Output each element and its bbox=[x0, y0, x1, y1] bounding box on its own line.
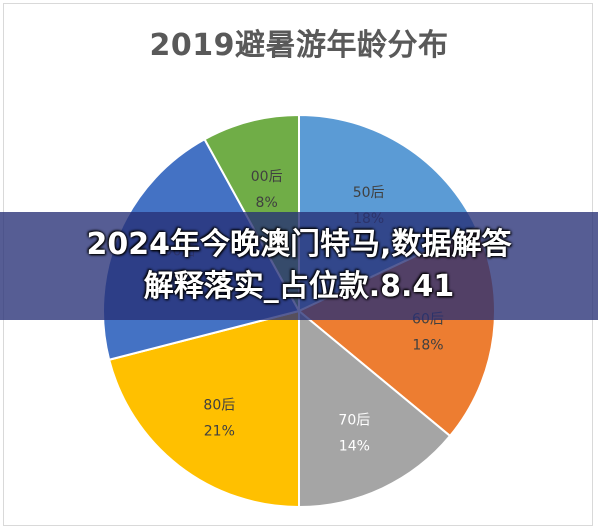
pie-slice-3 bbox=[298, 308, 452, 509]
banner-line-1: 2024年今晚澳门特马,数据解答 bbox=[86, 227, 512, 262]
slice-value-label: 8% bbox=[256, 195, 278, 211]
slice-value-label: 21% bbox=[204, 424, 235, 440]
slice-value-label: 18% bbox=[412, 337, 443, 353]
pie-slice-4 bbox=[107, 309, 300, 509]
slice-category-label: 50后 bbox=[353, 185, 385, 201]
chart-title: 2019避暑游年龄分布 bbox=[149, 28, 449, 63]
banner-line-2: 解释落实_占位款.8.41 bbox=[143, 269, 455, 304]
watermark-banner: 2024年今晚澳门特马,数据解答 解释落实_占位款.8.41 bbox=[0, 212, 598, 320]
slice-category-label: 70后 bbox=[338, 413, 370, 429]
slice-value-label: 14% bbox=[339, 439, 370, 455]
slice-category-label: 00后 bbox=[251, 169, 283, 185]
slice-category-label: 80后 bbox=[203, 398, 235, 414]
